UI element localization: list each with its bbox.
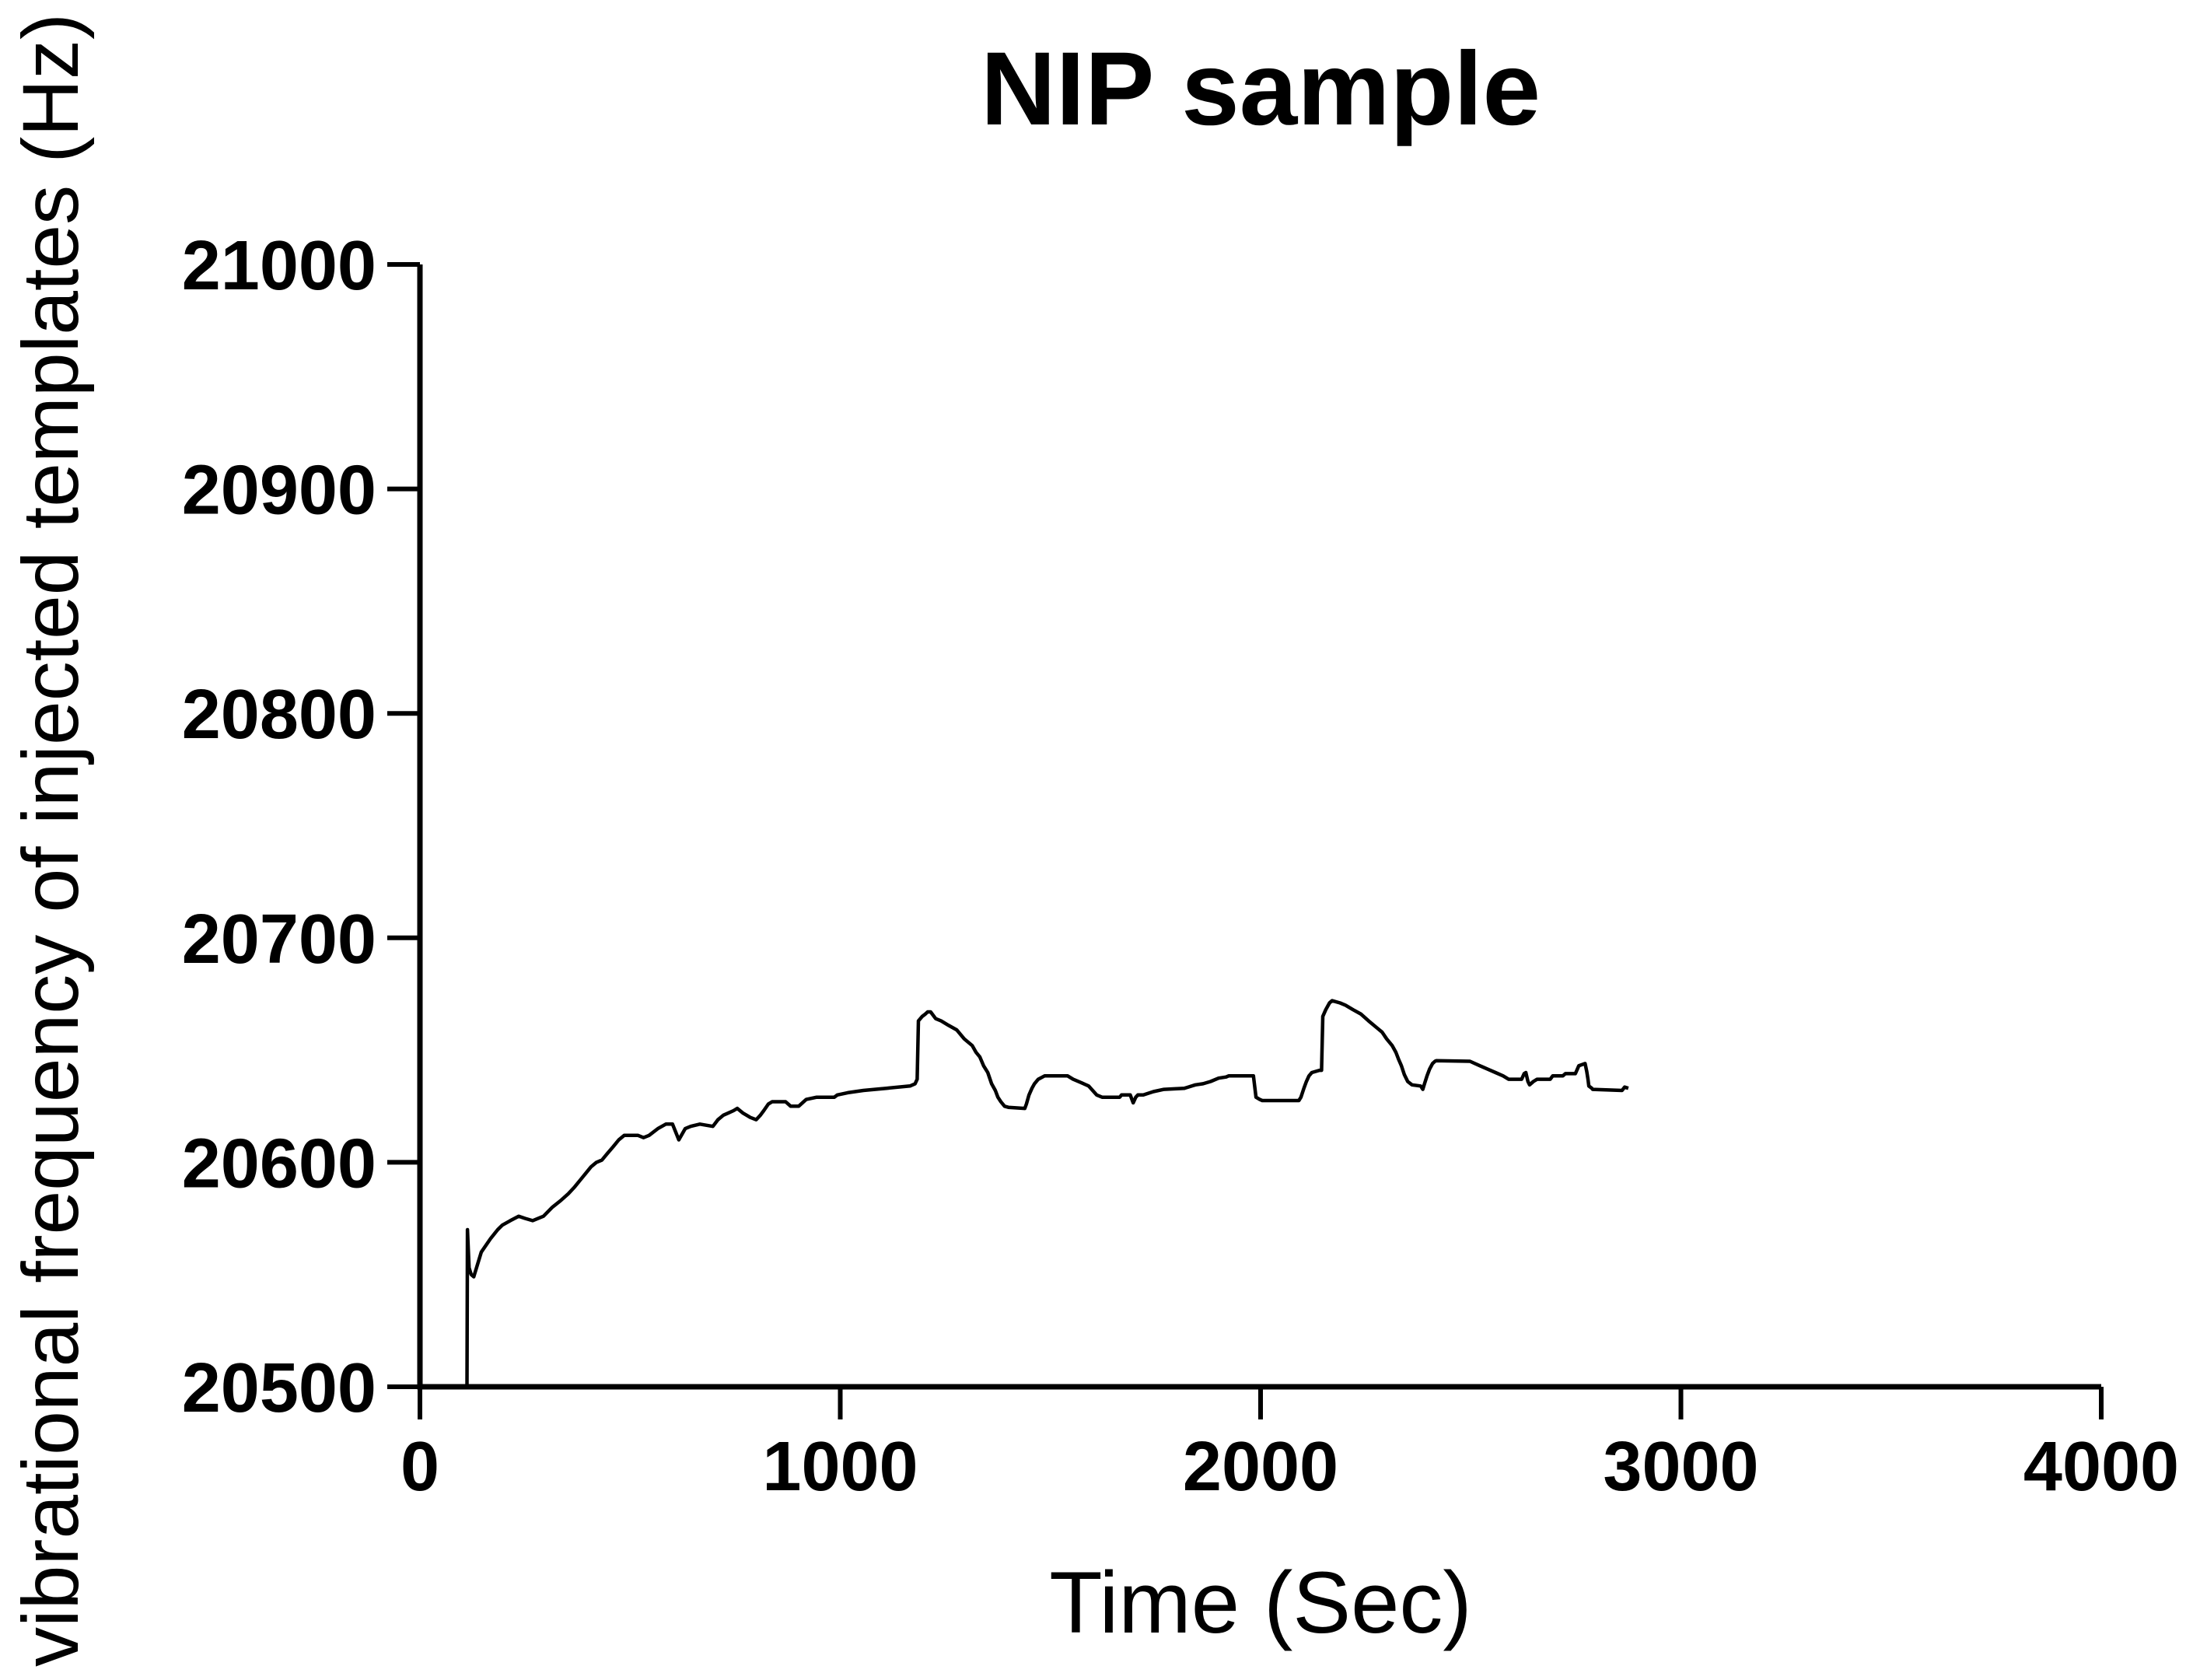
data-series-nip (465, 999, 1629, 1388)
x-tick-label: 3000 (1603, 1428, 1758, 1506)
x-tick-label: 2000 (1183, 1428, 1338, 1506)
y-tick-label: 20700 (182, 901, 376, 978)
y-tick-label: 21000 (182, 227, 376, 305)
y-tick-label: 20500 (182, 1349, 376, 1427)
chart-title: NIP sample (981, 31, 1541, 147)
y-tick-label: 20800 (182, 676, 376, 754)
x-tick-label: 1000 (762, 1428, 918, 1506)
x-tick-label: 4000 (2023, 1428, 2179, 1506)
y-tick-label: 20600 (182, 1125, 376, 1202)
x-tick-label: 0 (400, 1428, 439, 1506)
y-tick-label: 20900 (182, 452, 376, 530)
x-axis-label: Time (Sec) (1049, 1554, 1472, 1651)
axis-lines (417, 264, 2101, 1390)
